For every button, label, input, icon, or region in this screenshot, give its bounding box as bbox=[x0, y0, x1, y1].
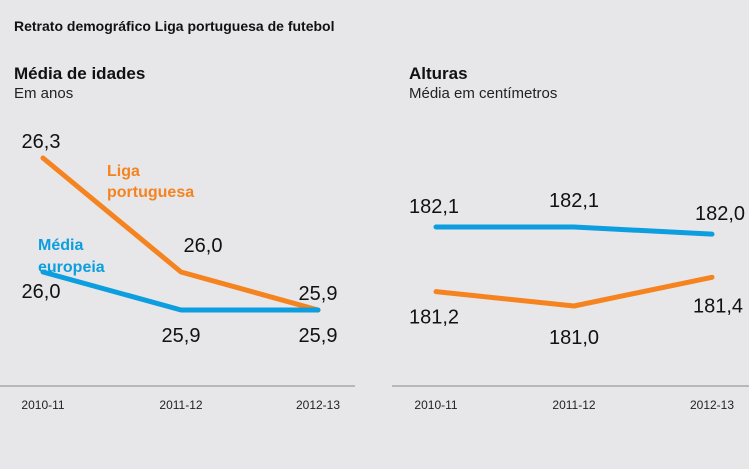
series-line-média-europeia bbox=[433, 224, 715, 237]
height-chart-title: Alturas bbox=[409, 64, 468, 83]
series-line-média-europeia bbox=[40, 269, 321, 313]
data-label: 182,0 bbox=[695, 203, 745, 225]
x-tick-label: 2011-12 bbox=[159, 398, 202, 412]
legend-label: Média bbox=[38, 237, 83, 254]
data-label: 182,1 bbox=[549, 190, 599, 212]
data-label: 25,9 bbox=[299, 283, 338, 305]
data-label: 181,4 bbox=[693, 295, 743, 317]
series-line-liga-portuguesa bbox=[433, 274, 715, 309]
age-chart-title: Média de idades bbox=[14, 64, 146, 83]
x-tick-label: 2012-13 bbox=[296, 398, 340, 412]
x-tick-label: 2010-11 bbox=[21, 398, 64, 412]
series-line-liga-portuguesa bbox=[40, 155, 321, 313]
x-tick-label: 2012-13 bbox=[690, 398, 734, 412]
legend-label: Liga bbox=[107, 163, 140, 180]
data-label: 26,0 bbox=[22, 281, 61, 303]
main-title: Retrato demográfico Liga portuguesa de f… bbox=[14, 18, 335, 34]
data-label: 26,0 bbox=[184, 235, 223, 257]
height-chart-subtitle: Média em centímetros bbox=[409, 85, 558, 102]
legend-label: portuguesa bbox=[107, 184, 194, 201]
data-label: 181,2 bbox=[409, 307, 459, 329]
x-tick-label: 2010-11 bbox=[414, 398, 457, 412]
age-chart-subtitle: Em anos bbox=[14, 85, 74, 102]
legend-label: europeia bbox=[38, 259, 105, 276]
data-label: 25,9 bbox=[299, 325, 338, 347]
data-label: 26,3 bbox=[22, 131, 61, 153]
data-label: 181,0 bbox=[549, 327, 599, 349]
data-label: 182,1 bbox=[409, 196, 459, 218]
data-label: 25,9 bbox=[162, 325, 201, 347]
x-tick-label: 2011-12 bbox=[552, 398, 595, 412]
